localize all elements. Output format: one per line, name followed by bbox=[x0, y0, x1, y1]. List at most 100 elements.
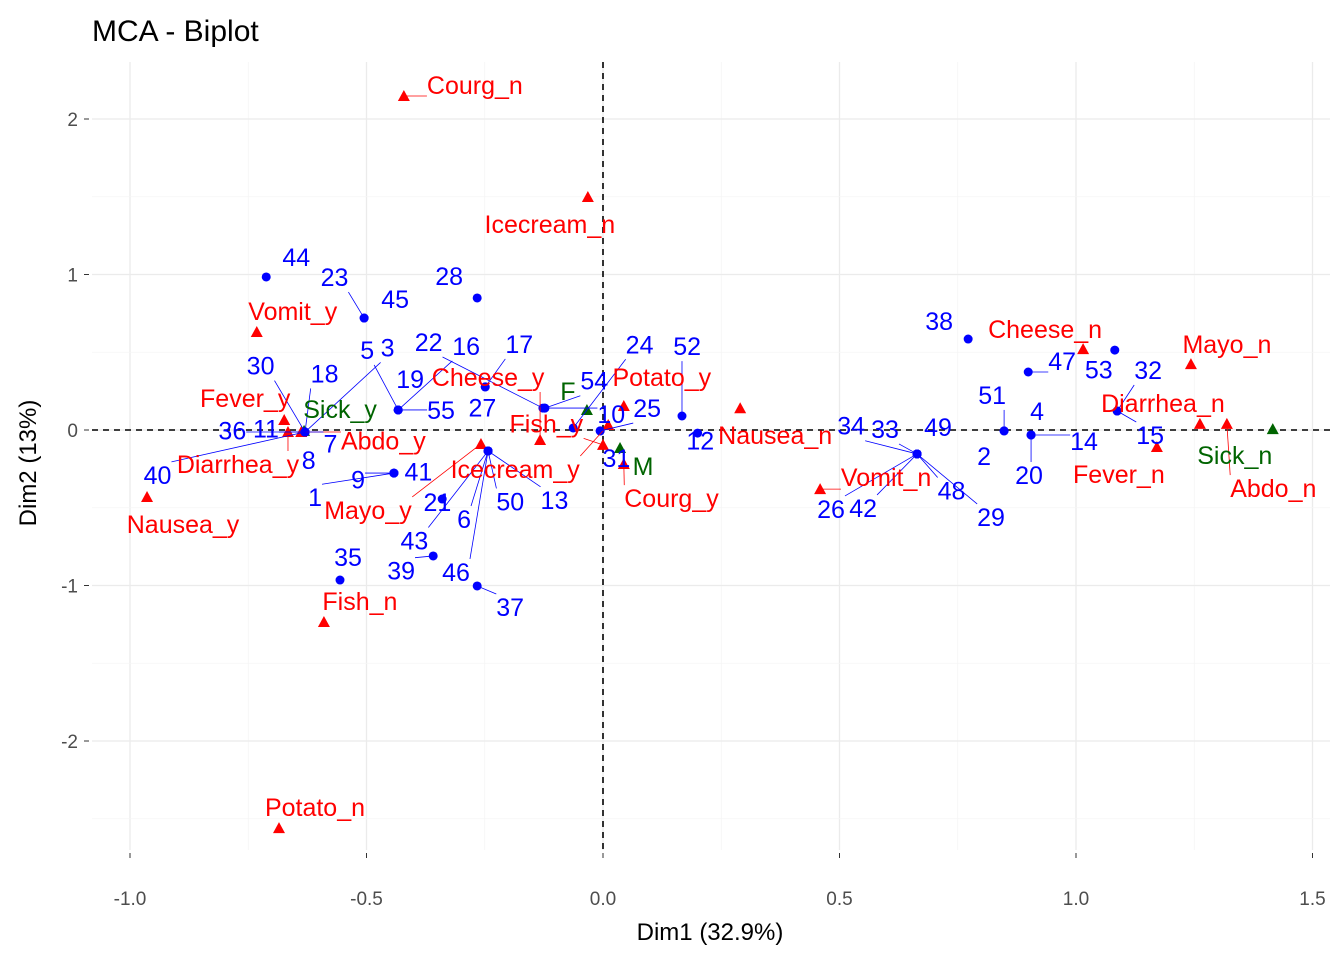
individual-connector bbox=[600, 422, 634, 432]
variable-label: Courg_n bbox=[427, 72, 523, 100]
variable-label: Fever_n bbox=[1073, 461, 1165, 489]
individual-label: 15 bbox=[1136, 422, 1164, 450]
individual-connector bbox=[304, 388, 312, 433]
individual-connector bbox=[469, 450, 489, 560]
individual-point bbox=[472, 293, 482, 303]
individual-point bbox=[261, 272, 271, 282]
individual-label: 49 bbox=[924, 414, 952, 442]
supplementary-label: Sick_n bbox=[1197, 442, 1272, 470]
variable-point bbox=[602, 419, 615, 431]
individual-connector bbox=[487, 450, 497, 489]
individual-connector bbox=[304, 362, 381, 433]
variable-point bbox=[281, 426, 294, 438]
variable-point bbox=[1184, 358, 1197, 370]
variable-point bbox=[617, 400, 630, 412]
individual-label: 28 bbox=[435, 263, 463, 291]
variable-label: Cheese_y bbox=[432, 364, 545, 392]
individual-label: 10 bbox=[597, 401, 625, 429]
variable-connector bbox=[411, 443, 482, 498]
variable-label: Diarrhea_y bbox=[177, 451, 300, 479]
individual-label: 7 bbox=[323, 431, 337, 459]
variable-point bbox=[1193, 417, 1206, 429]
individual-label: 43 bbox=[401, 528, 429, 556]
individual-label: 35 bbox=[334, 544, 362, 572]
individual-label: 27 bbox=[468, 394, 496, 422]
individual-label: 23 bbox=[321, 264, 349, 292]
individual-label: 1 bbox=[308, 484, 322, 512]
individual-connector bbox=[171, 431, 306, 463]
individual-point bbox=[335, 575, 345, 585]
individual-label: 42 bbox=[849, 495, 877, 523]
variable-label: Vomit_y bbox=[248, 298, 337, 326]
individual-connector bbox=[898, 443, 918, 455]
individual-label: 17 bbox=[505, 331, 533, 359]
individual-label: 18 bbox=[311, 360, 339, 388]
variable-point bbox=[1077, 343, 1090, 355]
individual-connector bbox=[487, 450, 541, 488]
variable-label: Fish_n bbox=[322, 588, 397, 616]
variable-point bbox=[272, 822, 285, 834]
individual-connector bbox=[442, 356, 544, 409]
individual-label: 20 bbox=[1015, 462, 1043, 490]
variable-point bbox=[250, 326, 263, 338]
individual-connector bbox=[916, 453, 938, 478]
x-axis-title: Dim1 (32.9%) bbox=[637, 919, 784, 946]
variable-label: Icecream_y bbox=[451, 456, 581, 484]
individual-point bbox=[693, 428, 703, 438]
individual-label: 6 bbox=[457, 506, 471, 534]
variable-point bbox=[581, 191, 594, 203]
individual-connector bbox=[1116, 384, 1135, 412]
supplementary-label: M bbox=[633, 453, 654, 481]
individual-label: 38 bbox=[925, 308, 953, 336]
individual-connector bbox=[274, 380, 306, 433]
x-tick-label: 1.5 bbox=[1299, 889, 1325, 910]
individual-label: 34 bbox=[837, 413, 865, 441]
individual-label: 2 bbox=[977, 443, 991, 471]
variable-point bbox=[141, 491, 154, 503]
chart-title: MCA - Biplot bbox=[92, 15, 259, 48]
individual-label: 26 bbox=[817, 496, 845, 524]
variable-label: Diarrhea_n bbox=[1101, 390, 1225, 418]
individual-connector bbox=[477, 585, 497, 595]
individual-label: 9 bbox=[351, 466, 365, 494]
variable-connector bbox=[1226, 423, 1231, 476]
supplementary-point bbox=[1266, 423, 1279, 435]
individual-connector bbox=[348, 291, 365, 319]
variable-label: Mayo_n bbox=[1182, 331, 1271, 359]
individual-label: 19 bbox=[396, 366, 424, 394]
y-axis-title: Dim2 (13%) bbox=[15, 400, 42, 527]
individual-label: 51 bbox=[978, 382, 1006, 410]
individual-label: 47 bbox=[1048, 348, 1076, 376]
individual-point bbox=[963, 334, 973, 344]
individual-label: 53 bbox=[1085, 357, 1113, 385]
individual-label: 55 bbox=[427, 397, 455, 425]
individual-point bbox=[437, 494, 447, 504]
individual-label: 50 bbox=[496, 488, 524, 516]
individual-label: 36 bbox=[218, 418, 246, 446]
individual-label: 11 bbox=[253, 416, 279, 444]
individual-connector bbox=[414, 555, 434, 559]
individual-label: 29 bbox=[977, 504, 1005, 532]
individual-label: 39 bbox=[387, 558, 415, 586]
individual-label: 41 bbox=[405, 458, 433, 486]
variable-point bbox=[734, 402, 747, 414]
y-tick-label: -2 bbox=[61, 732, 78, 753]
individual-connector bbox=[916, 453, 978, 505]
variable-label: Cheese_n bbox=[988, 316, 1102, 344]
variable-point bbox=[317, 616, 330, 628]
individual-connector bbox=[428, 450, 489, 528]
variable-label: Abdo_n bbox=[1230, 475, 1316, 503]
individual-label: 25 bbox=[633, 395, 661, 423]
individual-connector bbox=[484, 358, 506, 388]
variable-label: Potato_n bbox=[265, 794, 365, 822]
individual-label: 32 bbox=[1134, 357, 1162, 385]
x-tick-label: 0.0 bbox=[590, 889, 616, 910]
variable-label: Vomit_n bbox=[841, 464, 931, 492]
variable-label: Fever_y bbox=[200, 385, 291, 413]
individual-label: 21 bbox=[424, 489, 452, 517]
individual-label: 4 bbox=[1030, 398, 1044, 426]
variable-point bbox=[278, 414, 291, 426]
supplementary-label: F bbox=[560, 378, 575, 406]
